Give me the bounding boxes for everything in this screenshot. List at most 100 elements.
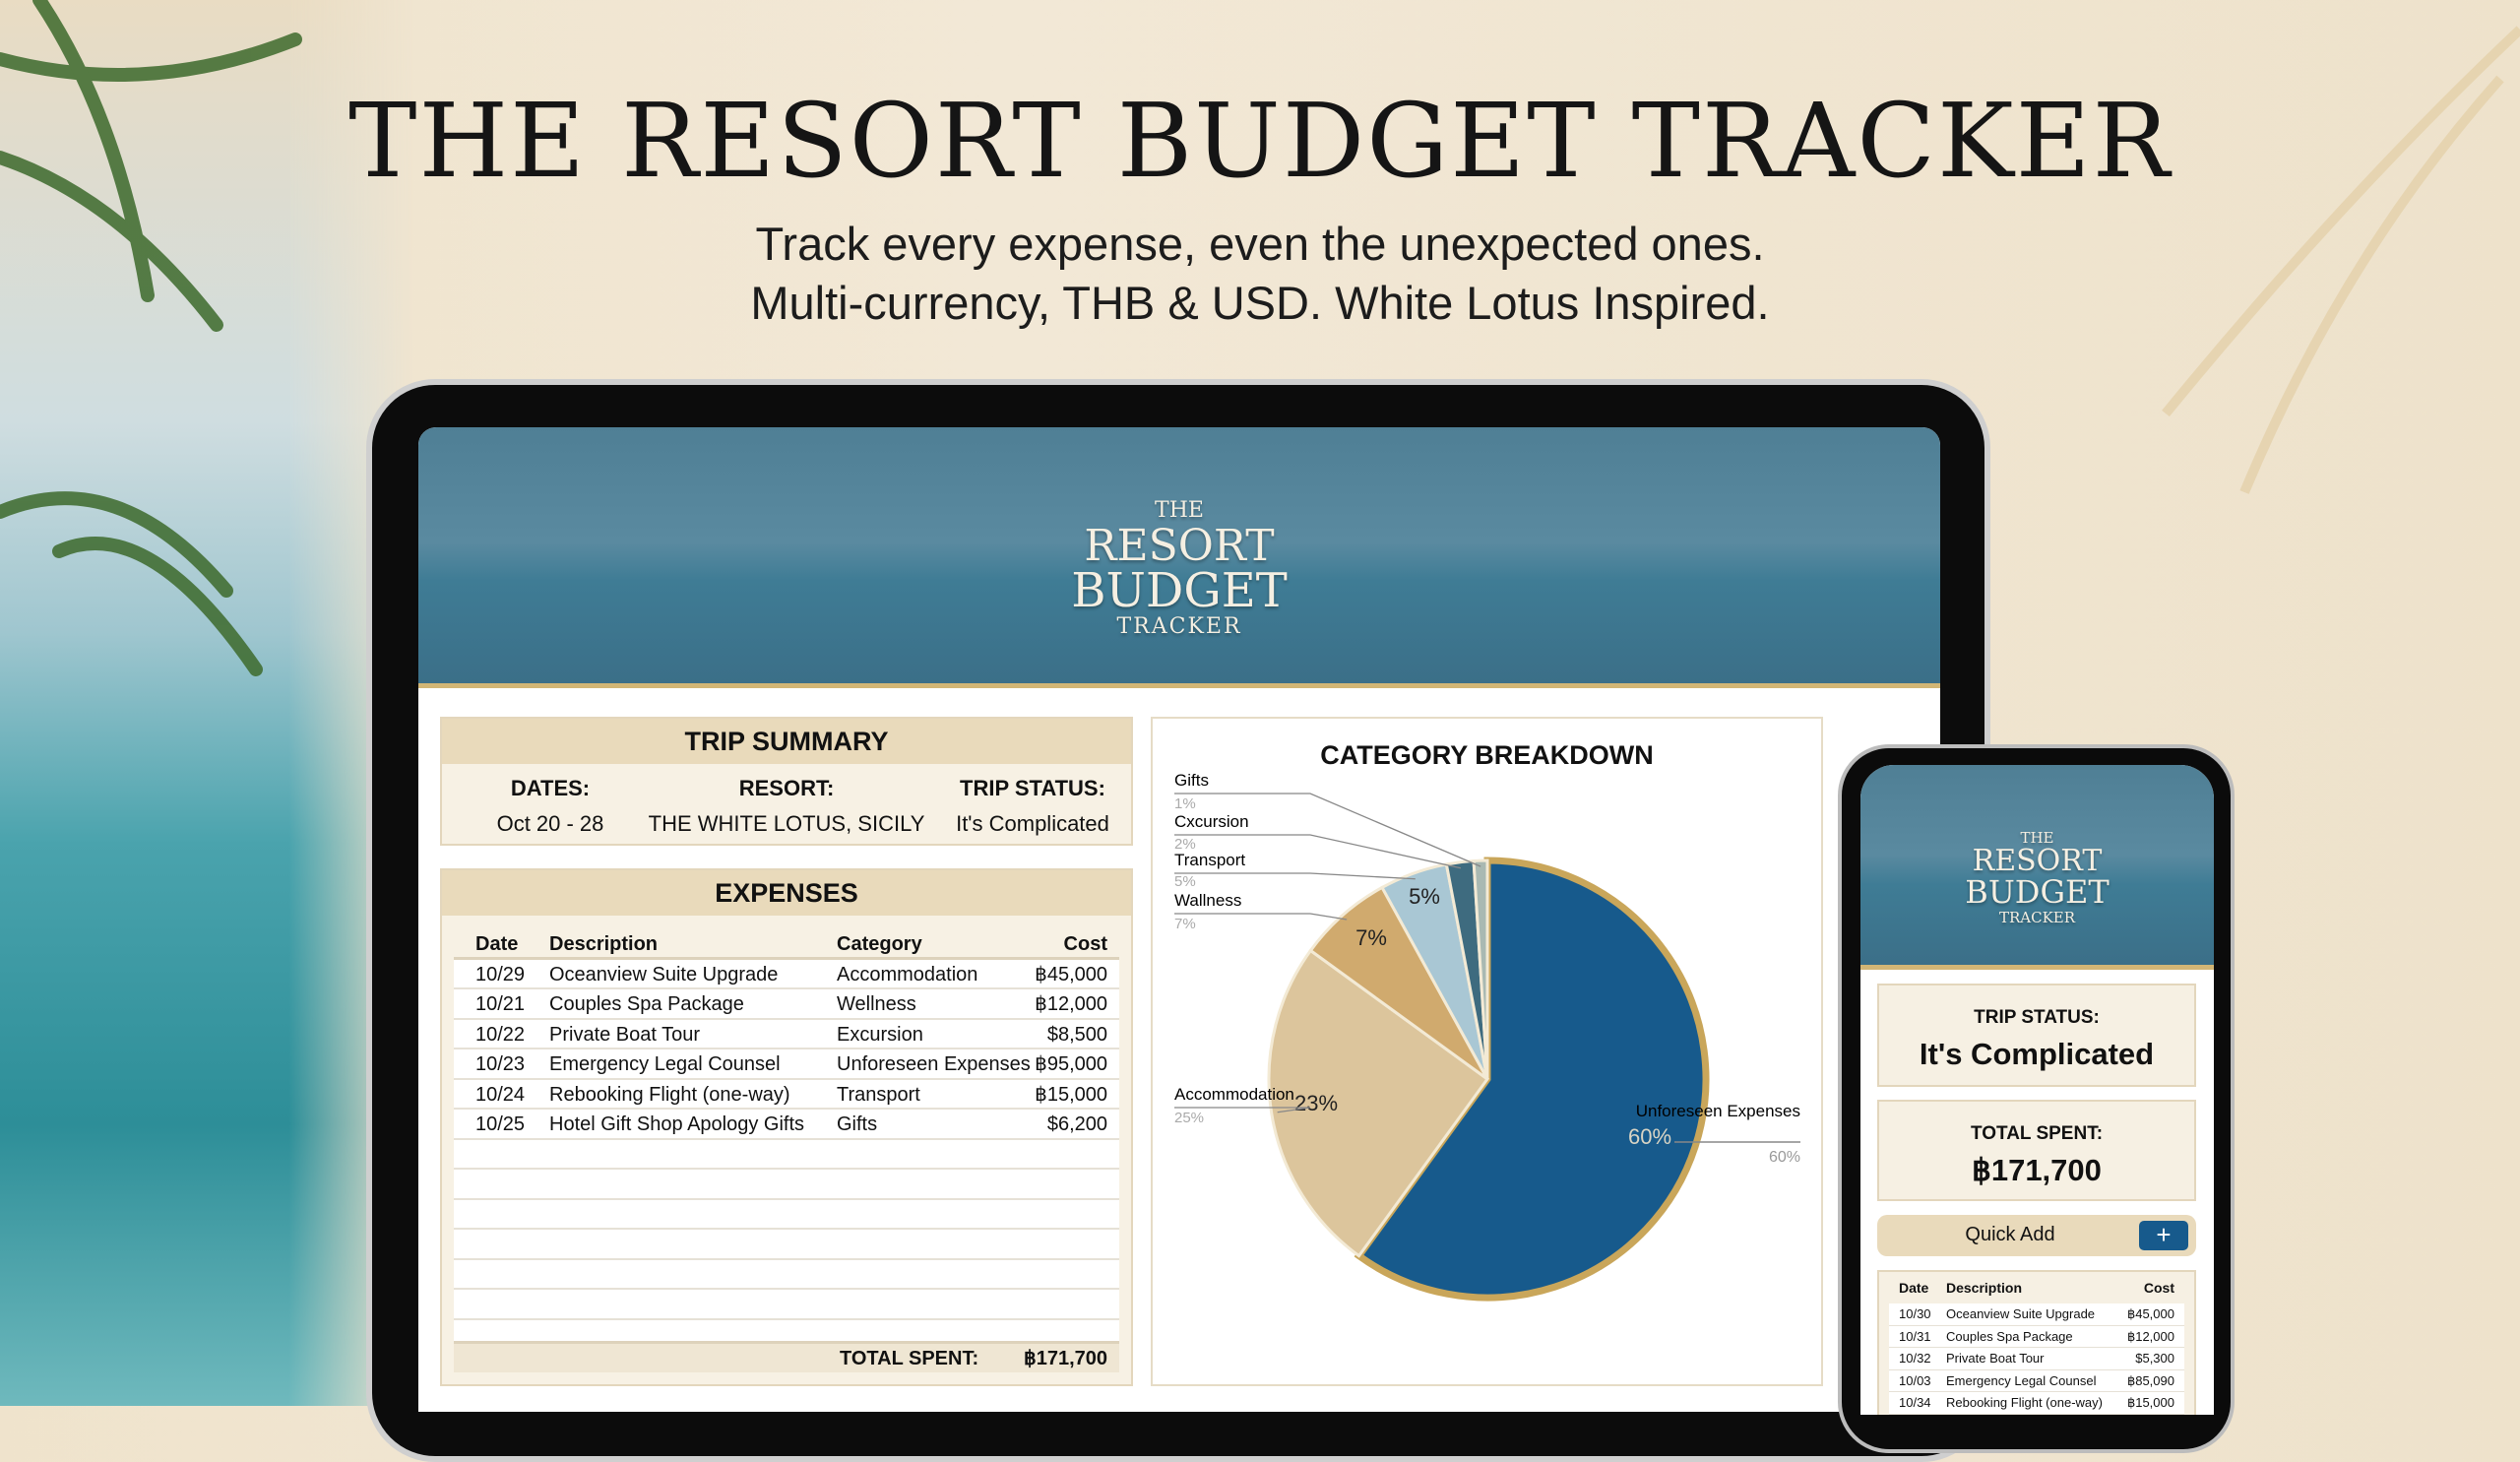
pie-slice[interactable]: [1354, 857, 1710, 1302]
quick-add-label: Quick Add: [1965, 1224, 2055, 1245]
leader-line: [1174, 1107, 1311, 1113]
empty-row[interactable]: [454, 1140, 1119, 1170]
table-row[interactable]: 10/24 Rebooking Flight (one-way) Transport…: [454, 1080, 1119, 1110]
table-cell: 10/24: [475, 1083, 526, 1106]
pie-slice[interactable]: [1267, 948, 1490, 1258]
table-cell: Couples Spa Package: [1946, 1328, 2073, 1344]
column-header: Date: [475, 933, 519, 955]
slice-name-label: Cxcursion: [1174, 812, 1249, 831]
category-breakdown-panel: CATEGORY BREAKDOWN 60% Unforeseen Expense…: [1151, 717, 1823, 1386]
total-label: TOTAL SPENT:: [840, 1348, 979, 1369]
table-row[interactable]: 10/22 Private Boat Tour Excursion $8,500: [454, 1020, 1119, 1049]
phone-screen: THE RESORT BUDGET TRACKER TRIP STATUS: I…: [1860, 765, 2214, 1415]
expenses-title: EXPENSES: [442, 870, 1131, 916]
table-cell: 10/23: [475, 1053, 526, 1075]
leader-line: [1174, 913, 1348, 921]
quick-add-plus-button[interactable]: +: [2139, 1221, 2188, 1250]
table-row[interactable]: 10/21 Couples Spa Package Wellness ฿12,000: [454, 989, 1119, 1020]
table-cell: Unforeseen Expenses: [837, 1053, 1031, 1075]
table-cell: ฿15,000: [1035, 1083, 1107, 1106]
slice-pct-label: 25%: [1174, 1110, 1204, 1126]
palm-leaves-decoration: [0, 0, 302, 676]
column-header: Description: [1946, 1280, 2023, 1296]
empty-row[interactable]: [454, 1260, 1119, 1290]
leader-line: [1174, 834, 1462, 869]
hero-subtitle-1: Track every expense, even the unexpected…: [755, 218, 1765, 270]
column-header: Category: [837, 933, 922, 955]
logo-the: THE: [1155, 498, 1204, 523]
table-cell: Oceanview Suite Upgrade: [549, 963, 779, 985]
phone-table-row[interactable]: 10/03 Emergency Legal Counsel ฿85,090: [1889, 1369, 2184, 1392]
table-cell: 10/32: [1899, 1351, 1931, 1366]
phone-header-banner: THE RESORT BUDGET TRACKER: [1860, 765, 2214, 970]
table-cell: ฿15,000: [2126, 1395, 2174, 1410]
phone-table-row[interactable]: 10/31 Couples Spa Package ฿12,000: [1889, 1325, 2184, 1348]
quick-add-bar[interactable]: Quick Add +: [1877, 1215, 2196, 1256]
pool-palm-background: [0, 0, 413, 1406]
slice-name-label: Transport: [1174, 851, 1245, 869]
logo-resort: RESORT: [1084, 521, 1275, 571]
pie-slice[interactable]: [1472, 858, 1489, 1080]
gold-palm-decoration: [2162, 26, 2520, 494]
phone-table-header: Date Description Cost: [1889, 1280, 2184, 1303]
table-cell: Emergency Legal Counsel: [549, 1053, 781, 1075]
table-cell: 10/22: [475, 1023, 526, 1046]
slice-pct-label: 7%: [1174, 916, 1196, 932]
empty-row[interactable]: [454, 1170, 1119, 1200]
empty-row[interactable]: [454, 1290, 1119, 1320]
status-value: It's Complicated: [956, 811, 1109, 836]
table-cell: Gifts: [837, 1113, 878, 1135]
trip-summary-panel: TRIP SUMMARY DATES: Oct 20 - 28 RESORT: TH…: [440, 717, 1133, 846]
dates-label: DATES:: [510, 776, 591, 800]
table-cell: Accommodation: [837, 963, 978, 985]
phone-logo-the: THE: [2020, 829, 2054, 847]
chart-title: CATEGORY BREAKDOWN: [1320, 740, 1654, 770]
total-value: ฿171,700: [1023, 1348, 1107, 1369]
table-cell: ฿85,090: [2126, 1372, 2174, 1388]
expenses-table: Date Description Category Cost 10/29 Oceanvie…: [454, 929, 1119, 1350]
table-cell: 10/29: [475, 963, 526, 985]
table-cell: ฿95,000: [1035, 1053, 1107, 1075]
phone-total-card: TOTAL SPENT: ฿171,700: [1877, 1100, 2196, 1201]
trip-status-field: TRIP STATUS: It's Complicated: [934, 776, 1131, 837]
column-header: Cost: [2143, 1280, 2174, 1296]
phone-logo-budget: BUDGET: [1965, 873, 2110, 911]
table-cell: 10/03: [1899, 1372, 1931, 1388]
column-header: Cost: [1063, 933, 1107, 955]
empty-row[interactable]: [454, 1230, 1119, 1260]
phone-status-label: TRIP STATUS:: [1974, 1007, 2100, 1028]
resort-value: THE WHITE LOTUS, SICILY: [648, 811, 925, 836]
resort-field: RESORT: THE WHITE LOTUS, SICILY: [629, 776, 944, 837]
logo-tracker: TRACKER: [1116, 614, 1242, 639]
table-cell: Private Boat Tour: [1946, 1351, 2045, 1366]
empty-row[interactable]: [454, 1200, 1119, 1230]
phone-status-value: It's Complicated: [1919, 1037, 2155, 1071]
table-cell: Oceanview Suite Upgrade: [1946, 1306, 2096, 1321]
table-cell: 10/31: [1899, 1328, 1931, 1344]
table-cell: $6,200: [1046, 1113, 1107, 1135]
phone-table-row[interactable]: 10/34 Rebooking Flight (one-way) ฿15,000: [1889, 1392, 2184, 1415]
hero-title: THE RESORT BUDGET TRACKER: [348, 81, 2172, 201]
table-row[interactable]: 10/23 Emergency Legal Counsel Unforeseen E…: [454, 1049, 1119, 1080]
slice-data-label: 5%: [1409, 884, 1440, 909]
table-cell: 10/34: [1899, 1395, 1931, 1410]
status-label: TRIP STATUS:: [960, 776, 1105, 800]
table-row[interactable]: 10/29 Oceanview Suite Upgrade Accommodatio…: [454, 960, 1119, 989]
slice-pct-label: 5%: [1174, 873, 1196, 890]
table-cell: Hotel Gift Shop Apology Gifts: [549, 1113, 805, 1135]
slice-data-label: 7%: [1355, 925, 1387, 950]
slice-data-label: 23%: [1294, 1091, 1338, 1115]
table-cell: ฿12,000: [1035, 993, 1107, 1015]
resort-label: RESORT:: [738, 776, 835, 800]
slice-data-label: 60%: [1628, 1124, 1671, 1149]
slice-name-label: Accommodation: [1174, 1085, 1294, 1104]
dates-value: Oct 20 - 28: [496, 811, 604, 836]
phone-table-row[interactable]: 10/32 Private Boat Tour $5,300: [1889, 1348, 2184, 1370]
table-cell: Excursion: [837, 1023, 923, 1046]
table-row[interactable]: 10/25 Hotel Gift Shop Apology Gifts Gifts $…: [454, 1110, 1119, 1140]
dates-field: DATES: Oct 20 - 28: [462, 776, 639, 837]
table-cell: Couples Spa Package: [549, 993, 744, 1015]
table-header: Date Description Category Cost: [454, 929, 1119, 960]
leader-line: [1174, 793, 1481, 867]
phone-table-row[interactable]: 10/30 Oceanview Suite Upgrade ฿45,000: [1889, 1303, 2184, 1326]
